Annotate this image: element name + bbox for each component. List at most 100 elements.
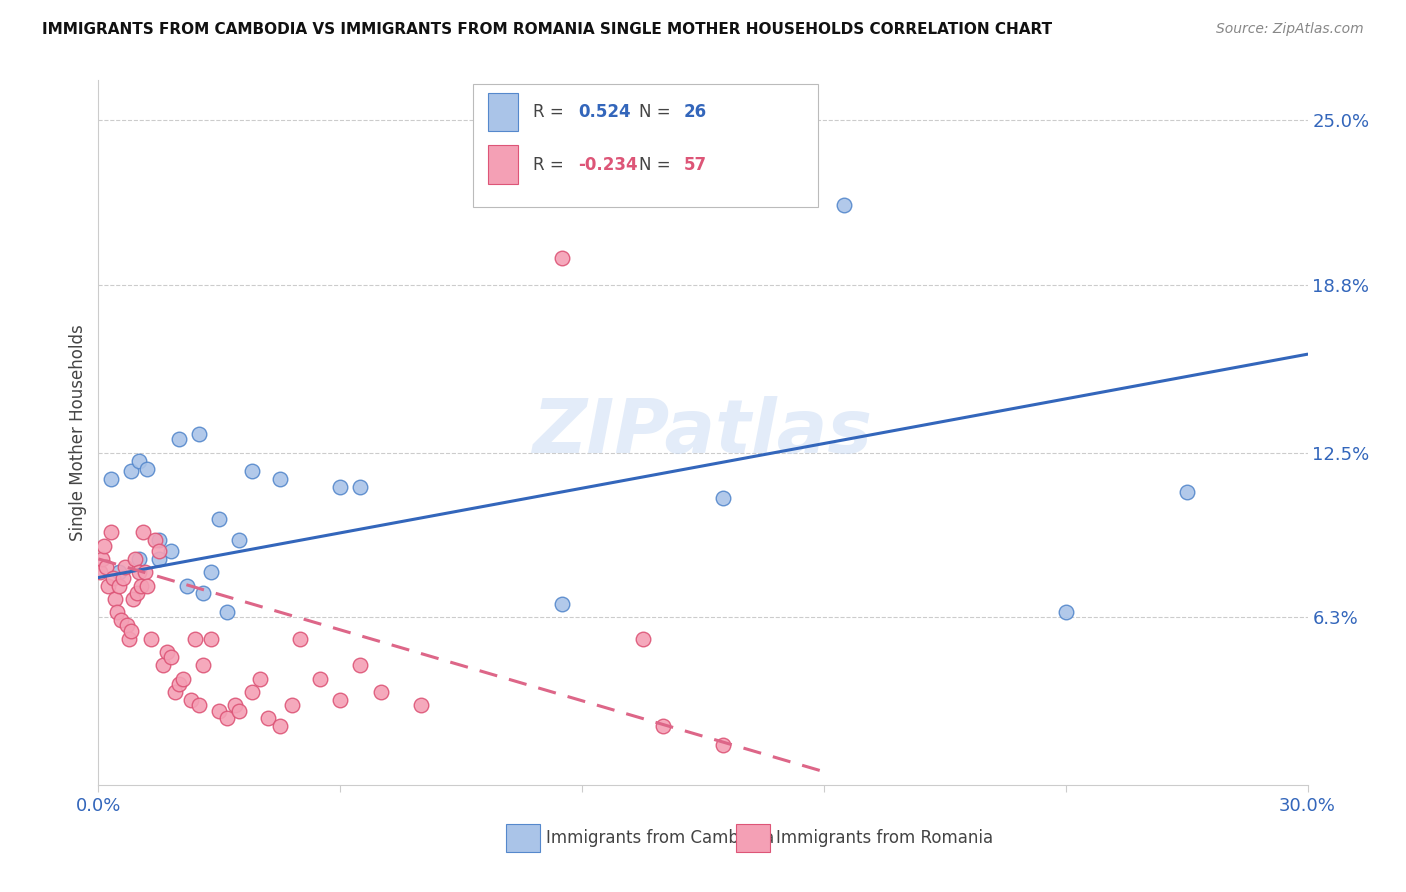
Point <box>651 719 673 733</box>
Point <box>1054 605 1077 619</box>
FancyBboxPatch shape <box>488 93 517 131</box>
Point <box>128 453 150 467</box>
Point <box>711 491 734 505</box>
Point <box>172 672 194 686</box>
Point <box>288 632 311 646</box>
FancyBboxPatch shape <box>735 823 769 852</box>
Point <box>370 685 392 699</box>
Point <box>129 578 152 592</box>
Point <box>200 632 222 646</box>
Point <box>128 552 150 566</box>
Point <box>101 570 124 584</box>
Point <box>93 539 115 553</box>
Point <box>832 198 855 212</box>
FancyBboxPatch shape <box>474 84 818 207</box>
Point <box>188 426 211 441</box>
Point <box>91 552 114 566</box>
Point <box>349 658 371 673</box>
Point <box>167 432 190 446</box>
Point <box>160 650 183 665</box>
Point <box>100 525 122 540</box>
Point <box>118 632 141 646</box>
Point <box>120 624 142 638</box>
Point <box>156 645 179 659</box>
Text: Immigrants from Cambodia: Immigrants from Cambodia <box>546 829 775 847</box>
Point <box>89 566 111 580</box>
Point <box>256 711 278 725</box>
Text: 26: 26 <box>683 103 707 121</box>
Point <box>180 693 202 707</box>
Point <box>240 685 263 699</box>
Text: IMMIGRANTS FROM CAMBODIA VS IMMIGRANTS FROM ROMANIA SINGLE MOTHER HOUSEHOLDS COR: IMMIGRANTS FROM CAMBODIA VS IMMIGRANTS F… <box>42 22 1052 37</box>
Point <box>152 658 174 673</box>
Point <box>1175 485 1198 500</box>
Point <box>107 566 129 580</box>
Point <box>128 566 150 580</box>
Point <box>269 719 291 733</box>
Point <box>121 591 143 606</box>
Point <box>208 512 231 526</box>
Point <box>143 533 166 548</box>
Point <box>148 533 170 548</box>
Text: Immigrants from Romania: Immigrants from Romania <box>776 829 993 847</box>
Point <box>139 632 162 646</box>
Point <box>135 461 157 475</box>
Point <box>409 698 432 713</box>
Point <box>631 632 654 646</box>
Point <box>148 544 170 558</box>
Text: R =: R = <box>533 103 568 121</box>
Point <box>100 472 122 486</box>
Point <box>103 591 125 606</box>
Text: -0.234: -0.234 <box>578 156 638 174</box>
Point <box>349 480 371 494</box>
Text: R =: R = <box>533 156 568 174</box>
Point <box>163 685 186 699</box>
Point <box>176 578 198 592</box>
Point <box>281 698 304 713</box>
Point <box>184 632 207 646</box>
Point <box>193 586 215 600</box>
Point <box>167 677 190 691</box>
Point <box>240 464 263 478</box>
Point <box>551 252 574 266</box>
Point <box>125 586 148 600</box>
Point <box>217 605 239 619</box>
Point <box>208 704 231 718</box>
Point <box>120 464 142 478</box>
Text: N =: N = <box>638 103 676 121</box>
Point <box>269 472 291 486</box>
Point <box>188 698 211 713</box>
Text: Source: ZipAtlas.com: Source: ZipAtlas.com <box>1216 22 1364 37</box>
Point <box>551 597 574 611</box>
Text: 0.524: 0.524 <box>578 103 631 121</box>
Point <box>217 711 239 725</box>
Point <box>228 533 250 548</box>
Point <box>200 566 222 580</box>
Point <box>134 566 156 580</box>
FancyBboxPatch shape <box>506 823 540 852</box>
Point <box>97 578 120 592</box>
Point <box>124 552 146 566</box>
Point <box>135 578 157 592</box>
Point <box>148 552 170 566</box>
Point <box>132 525 155 540</box>
Text: N =: N = <box>638 156 676 174</box>
Point <box>110 613 132 627</box>
FancyBboxPatch shape <box>488 145 517 185</box>
Point <box>329 480 352 494</box>
Point <box>115 618 138 632</box>
Point <box>114 560 136 574</box>
Point <box>160 544 183 558</box>
Point <box>105 605 128 619</box>
Point <box>96 560 118 574</box>
Point <box>193 658 215 673</box>
Point <box>228 704 250 718</box>
Text: ZIPatlas: ZIPatlas <box>533 396 873 469</box>
Point <box>309 672 332 686</box>
Point <box>249 672 271 686</box>
Point <box>224 698 246 713</box>
Y-axis label: Single Mother Households: Single Mother Households <box>69 325 87 541</box>
Text: 57: 57 <box>683 156 707 174</box>
Point <box>711 738 734 752</box>
Point <box>111 570 134 584</box>
